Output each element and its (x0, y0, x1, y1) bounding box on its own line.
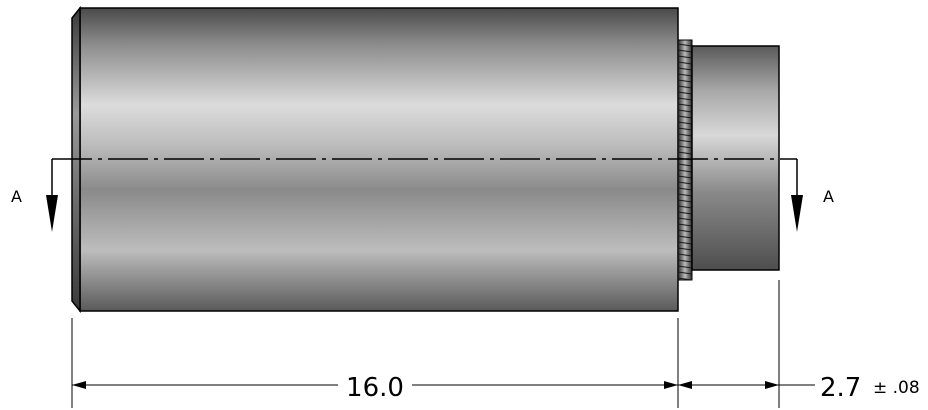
knurl-ridge (677, 61, 693, 65)
knurl-ridge (677, 67, 693, 71)
knurl-ridge (677, 271, 693, 275)
dimension-step-tolerance: ± .08 (873, 378, 920, 398)
knurl-ridge (677, 247, 693, 251)
section-label-right: A (823, 187, 834, 206)
knurl-ridge (677, 103, 693, 107)
knurl-ridge (677, 145, 693, 149)
knurl-ridge (677, 127, 693, 131)
knurl-ridge (677, 43, 693, 47)
knurl-ridge (677, 85, 693, 89)
dimension-step-length: 2.7 ± .08 (678, 373, 920, 403)
dimension-main-length: 16.0 (72, 373, 678, 403)
knurl-ridge (677, 163, 693, 167)
knurl-ridge (677, 199, 693, 203)
dimension-main-length-value: 16.0 (346, 373, 404, 403)
stepped-stub (691, 45, 780, 271)
knurl-ridge (677, 187, 693, 191)
knurl-ridge (677, 181, 693, 185)
knurl-ridge (677, 133, 693, 137)
knurl-ridge (677, 97, 693, 101)
knurl-ridge (677, 121, 693, 125)
knurl-ridge (677, 265, 693, 269)
knurl-ridge (677, 175, 693, 179)
knurl-ridge (677, 115, 693, 119)
knurl-ridge (677, 211, 693, 215)
section-label-left: A (11, 187, 22, 206)
knurled-ring (677, 39, 693, 281)
knurl-ridge (677, 55, 693, 59)
section-cut-right (791, 159, 803, 232)
section-cut-left (46, 159, 58, 232)
knurl-ridge (677, 241, 693, 245)
extension-lines (71, 280, 780, 408)
knurl-ridge (677, 217, 693, 221)
knurl-ridge (677, 79, 693, 83)
knurl-ridge (677, 139, 693, 143)
knurl-ridge (677, 49, 693, 53)
knurl-ridge (677, 73, 693, 77)
knurl-ridge (677, 205, 693, 209)
knurl-ridge (677, 229, 693, 233)
knurl-ridge (677, 235, 693, 239)
knurl-ridge (677, 151, 693, 155)
knurl-ridge (677, 223, 693, 227)
knurl-ridge (677, 91, 693, 95)
dimension-step-length-value: 2.7 (820, 373, 861, 403)
knurl-ridge (677, 193, 693, 197)
knurl-ridge (677, 169, 693, 173)
knurl-ridge (677, 253, 693, 257)
knurl-ridge (677, 277, 693, 281)
knurl-ridge (677, 259, 693, 263)
knurl-ridge (677, 109, 693, 113)
